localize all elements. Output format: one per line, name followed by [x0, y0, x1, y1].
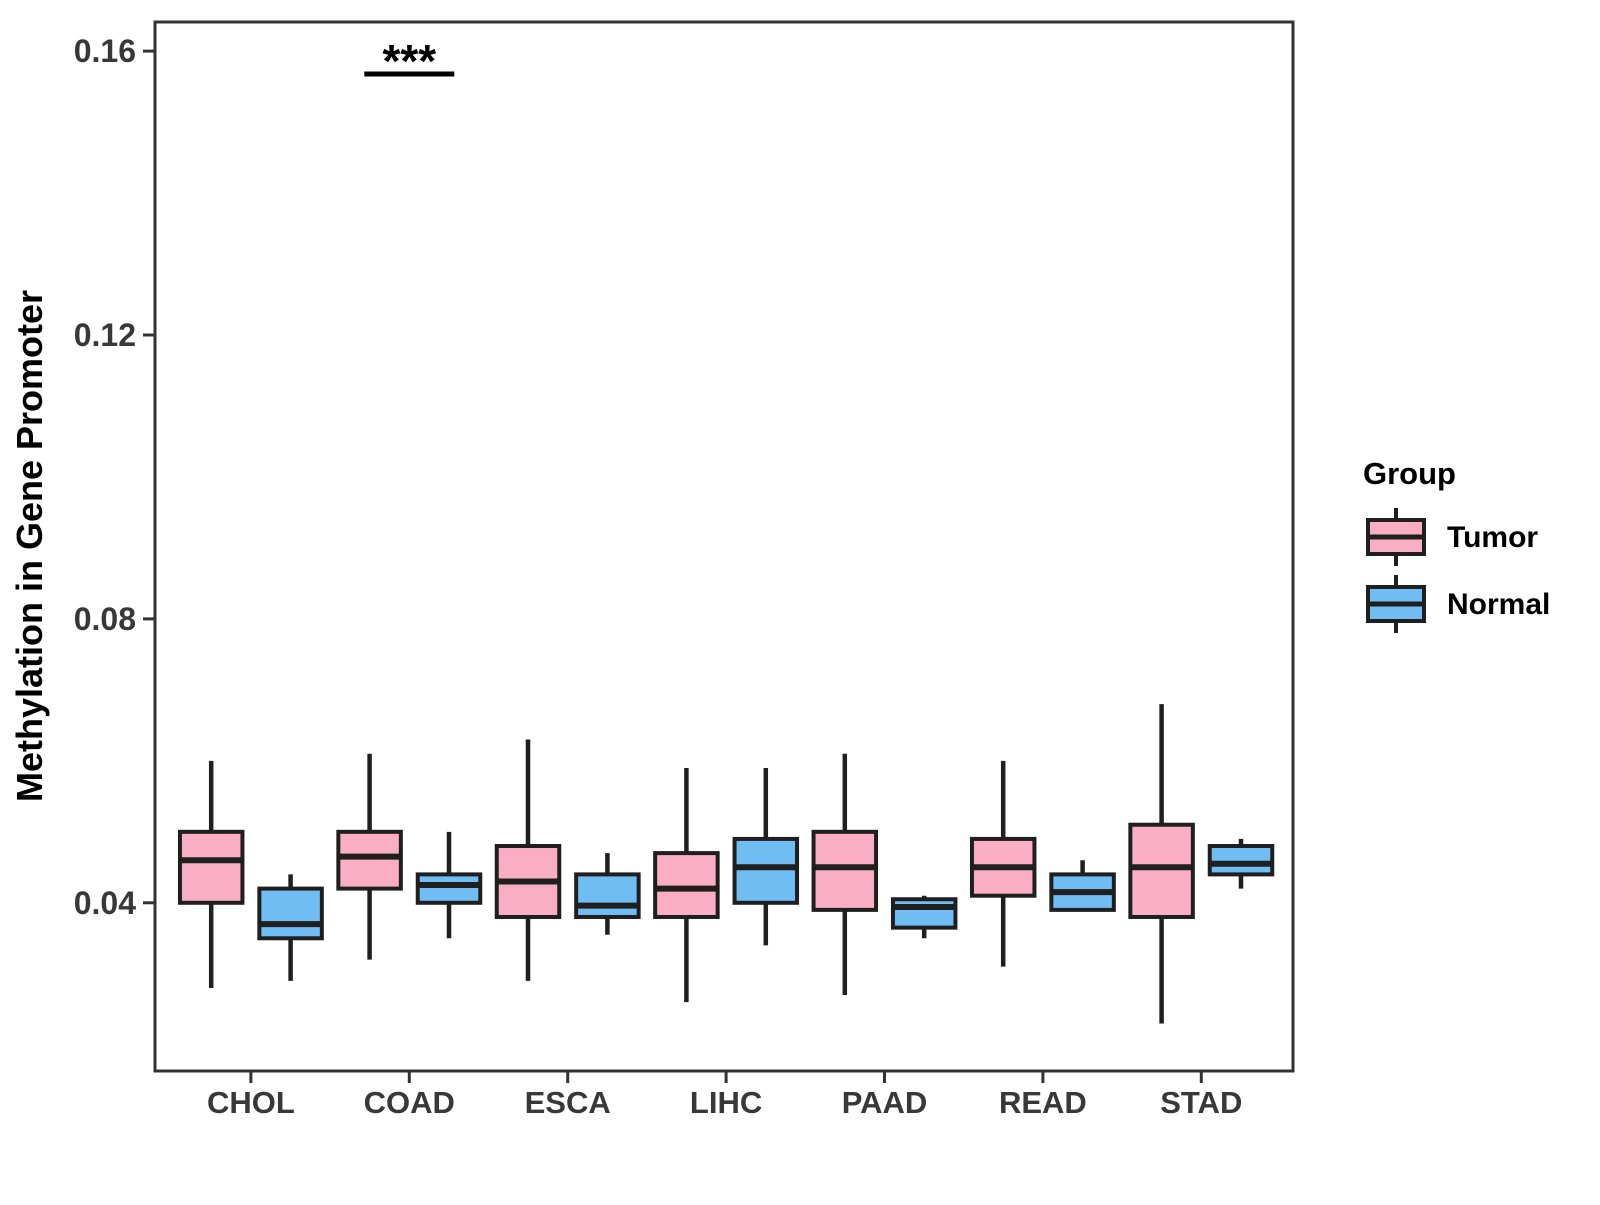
- boxplot-stad-normal: [1207, 838, 1275, 889]
- boxplot-esca-normal: [574, 853, 641, 935]
- box-rect: [1128, 822, 1195, 919]
- x-tick-label-esca: ESCA: [525, 1085, 611, 1120]
- box-rect: [890, 897, 958, 930]
- boxplot-coad-tumor: [336, 753, 403, 960]
- significance-label: ***: [382, 35, 436, 87]
- boxplot-lihc-normal: [732, 767, 800, 946]
- x-tick-label-coad: COAD: [364, 1085, 455, 1120]
- legend-label-normal: Normal: [1447, 588, 1550, 621]
- x-tick-label-lihc: LIHC: [690, 1085, 762, 1120]
- boxplot-esca-tumor: [494, 739, 562, 981]
- boxplot-chol-tumor: [177, 760, 245, 988]
- boxplot-read-tumor: [969, 760, 1037, 967]
- box-rect: [811, 829, 879, 912]
- legend-label-tumor: Tumor: [1447, 521, 1538, 554]
- x-tick-label-read: READ: [999, 1085, 1087, 1120]
- y-tick-label: 0.04: [74, 885, 136, 921]
- chart-content: 0.04 0.08 0.12 0.16 CHOL COAD ESCA LIHC PAAD READ…: [74, 33, 1551, 1120]
- boxplot-paad-normal: [890, 895, 958, 939]
- boxplot-paad-tumor: [811, 753, 879, 996]
- boxplot-lihc-tumor: [653, 767, 720, 1003]
- box-rect: [336, 829, 403, 891]
- y-axis-title: Methylation in Gene Promoter: [9, 290, 50, 802]
- box-rect: [574, 872, 641, 919]
- boxplot-read-normal: [1049, 860, 1116, 912]
- plot-panel-border: [153, 20, 1295, 1073]
- legend-item-normal: Normal: [1366, 575, 1550, 633]
- legend-item-tumor: Tumor: [1366, 508, 1538, 566]
- y-tick-label: 0.12: [74, 317, 136, 353]
- boxplot-chol-normal: [257, 874, 324, 981]
- box-rect: [732, 836, 800, 905]
- box-rect: [1207, 844, 1275, 877]
- boxplot-coad-normal: [415, 831, 483, 939]
- box-rect: [257, 886, 324, 941]
- box-rect: [653, 851, 720, 919]
- x-tick-label-paad: PAAD: [842, 1085, 928, 1120]
- legend-title: Group: [1363, 456, 1456, 491]
- x-tick-label-chol: CHOL: [207, 1085, 295, 1120]
- box-rect: [415, 872, 483, 905]
- box-rect: [177, 829, 245, 905]
- boxplot-stad-tumor: [1128, 704, 1195, 1024]
- x-tick-label-stad: STAD: [1160, 1085, 1242, 1120]
- y-tick-label: 0.16: [74, 33, 136, 69]
- y-tick-label: 0.08: [74, 601, 136, 637]
